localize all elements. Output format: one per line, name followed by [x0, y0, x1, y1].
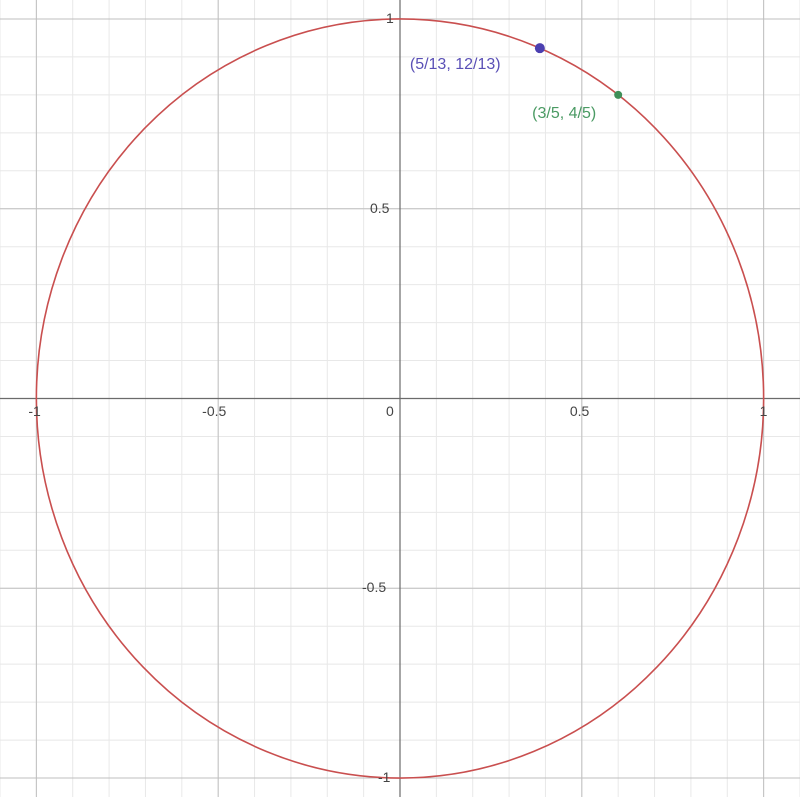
y-tick-label: 0.5	[370, 200, 389, 216]
x-tick-label: -1	[28, 403, 40, 419]
point-label-p2: (3/5, 4/5)	[532, 105, 596, 123]
y-tick-label: -1	[378, 769, 390, 785]
plot-svg	[0, 0, 800, 797]
y-tick-label: -0.5	[362, 579, 386, 595]
x-tick-label: 0.5	[570, 403, 589, 419]
coordinate-plane[interactable]: -1 -0.5 0 0.5 1 1 0.5 -0.5 -1 (5/13, 12/…	[0, 0, 800, 797]
point-label-p1: (5/13, 12/13)	[410, 56, 501, 74]
y-tick-label: 1	[386, 10, 394, 26]
x-tick-label: -0.5	[202, 403, 226, 419]
x-tick-label: 1	[760, 403, 768, 419]
point-marker-p1[interactable]	[535, 43, 545, 53]
x-tick-label: 0	[386, 403, 394, 419]
point-marker-p2[interactable]	[614, 91, 622, 99]
